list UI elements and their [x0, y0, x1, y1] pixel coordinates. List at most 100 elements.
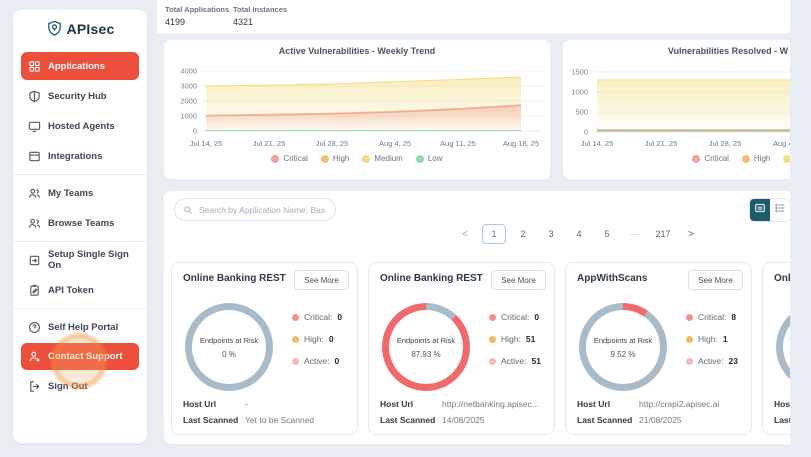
pagination-page-4[interactable]: 4 [576, 229, 582, 239]
users-icon [28, 217, 41, 230]
legend-high[interactable]: High [741, 154, 770, 163]
shield-icon [28, 90, 41, 103]
legend-medium[interactable]: Medium [783, 154, 790, 163]
donut-percent: 87.93 % [411, 349, 441, 359]
card-stat-critical: Critical: 0 [292, 310, 342, 324]
sidebar-item-setup-single-sign-on[interactable]: Setup Single Sign On [21, 246, 139, 274]
host-url-value: - [245, 399, 248, 409]
sidebar-footer-nav: Self Help Portal Contact Support Sign Out [13, 312, 147, 401]
chart-title: Active Vulnerabilities - Weekly Trend [278, 46, 436, 56]
pagination-prev[interactable]: < [462, 228, 468, 240]
svg-text:Aug 11, 25: Aug 11, 25 [440, 139, 476, 148]
critical-dot-icon [686, 313, 693, 321]
stat-total-applications: Total Applications 4199 [165, 5, 229, 27]
last-scanned-row: Last Scanned 14/08/2025 [380, 415, 485, 425]
card-view-button[interactable] [750, 199, 770, 221]
window-icon [28, 150, 41, 163]
sidebar-item-contact-support[interactable]: Contact Support [21, 343, 139, 370]
legend-label: High [332, 154, 350, 163]
card-stat-value: 8 [731, 312, 737, 322]
svg-text:Jul 28, 25: Jul 28, 25 [709, 139, 742, 148]
sidebar-item-label: My Teams [48, 187, 94, 199]
sidebar-item-applications[interactable]: Applications [21, 52, 139, 80]
application-name: Online Banking REST ... [380, 273, 485, 284]
sidebar-item-label: Sign Out [48, 380, 88, 392]
stat-value: 4321 [233, 17, 254, 27]
sidebar-item-sign-out[interactable]: Sign Out [21, 372, 139, 400]
application-name: Online Banking REST ... [183, 273, 288, 284]
see-more-button[interactable]: See More [294, 270, 349, 290]
sidebar-item-label: Security Hub [48, 90, 107, 102]
cardview-icon [754, 201, 766, 219]
application-card[interactable]: Online Banking REST ... See More Endpoin… [762, 262, 790, 435]
listview-icon [774, 201, 786, 219]
card-stats: Critical: 0 High: 51 Active: 51 [489, 310, 541, 368]
sidebar-item-my-teams[interactable]: My Teams [21, 179, 139, 207]
svg-text:1500: 1500 [571, 68, 588, 77]
pagination: <1 2 3 4 5 ⋯ 217 > [454, 224, 702, 244]
host-url-row: Host Url http://crapi2.apisec.ai [577, 399, 719, 409]
chart-card-vulnerabilities-resolved: 0 500 1000 1500 Jul 14, 25 Jul 21, 25 Jul 28, … [562, 39, 790, 180]
sidebar-item-integrations[interactable]: Integrations [21, 142, 139, 170]
card-stat-value: 23 [728, 356, 738, 366]
last-scanned-label: Last Scanned [774, 415, 790, 425]
monitor-icon [28, 120, 41, 133]
list-view-button[interactable] [770, 199, 790, 221]
pagination-page-5[interactable]: 5 [604, 229, 610, 239]
application-name: AppWithScans [577, 273, 648, 284]
card-stat-label: High: [698, 334, 718, 344]
clipboard-icon [28, 284, 41, 297]
sidebar-item-label: Browse Teams [48, 217, 115, 229]
card-stats: Critical: 0 High: 0 Active: 0 [292, 310, 342, 368]
sidebar-divider [13, 174, 147, 175]
stat-total-instances: Total Instances 4321 [233, 5, 287, 27]
host-url-value: http://crapi2.apisec.ai [639, 399, 720, 409]
svg-text:1000: 1000 [180, 112, 197, 121]
stat-label: Total Applications [165, 5, 230, 14]
application-card[interactable]: Online Banking REST ... See More Endpoin… [368, 262, 555, 435]
chart-title: Vulnerabilities Resolved - W [667, 46, 789, 56]
host-url-label: Host Url [774, 399, 790, 409]
application-card[interactable]: AppWithScans See More Endpoints at Risk … [565, 262, 752, 435]
see-more-button[interactable]: See More [491, 270, 546, 290]
last-scanned-label: Last Scanned [183, 415, 239, 425]
critical-dot-icon [489, 313, 496, 321]
card-stat-value: 51 [525, 334, 536, 344]
vulnerabilities-resolved-chart: 0 500 1000 1500 Jul 14, 25 Jul 21, 25 Jul 28, … [571, 68, 790, 148]
svg-text:1000: 1000 [571, 88, 588, 97]
sidebar-item-security-hub[interactable]: Security Hub [21, 82, 139, 110]
high-dot-icon [320, 154, 329, 163]
sidebar-item-label: Integrations [48, 150, 103, 162]
card-stat-value: 0 [334, 356, 340, 366]
legend-low[interactable]: Low [415, 154, 443, 163]
search-input[interactable] [197, 203, 327, 216]
legend-label: Critical [704, 154, 729, 163]
card-stat-active: Active: 51 [489, 354, 541, 368]
sidebar-item-browse-teams[interactable]: Browse Teams [21, 209, 139, 237]
svg-text:Aug 4, 25: Aug 4, 25 [773, 139, 790, 148]
last-scanned-row: Last Scanned Yet to be Scanned [183, 415, 314, 425]
pagination-page-2[interactable]: 2 [520, 229, 526, 239]
pagination-next[interactable]: > [688, 228, 694, 240]
legend-critical[interactable]: Critical [692, 154, 729, 163]
donut-percent: 9.52 % [610, 349, 636, 359]
pagination-page-217[interactable]: 217 [655, 229, 671, 239]
legend-medium[interactable]: Medium [362, 154, 403, 163]
pagination-page-3[interactable]: 3 [548, 229, 554, 239]
legend-critical[interactable]: Critical [271, 154, 308, 163]
donut-label: Endpoints at Risk [199, 335, 259, 345]
svg-text:Jul 14, 25: Jul 14, 25 [190, 139, 223, 148]
sidebar-item-hosted-agents[interactable]: Hosted Agents [21, 112, 139, 140]
legend-high[interactable]: High [320, 154, 350, 163]
pagination-page-1[interactable]: 1 [482, 224, 506, 244]
application-card[interactable]: Online Banking REST ... See More Endpoin… [171, 262, 358, 435]
card-stat-label: High: [304, 334, 324, 344]
medium-dot-icon [362, 154, 371, 163]
host-url-label: Host Url [577, 399, 611, 409]
critical-dot-icon [271, 154, 280, 163]
see-more-button[interactable]: See More [688, 270, 743, 290]
sidebar-item-api-token[interactable]: API Token [21, 276, 139, 304]
sidebar-item-self-help-portal[interactable]: Self Help Portal [21, 313, 139, 341]
card-stat-label: Critical: [698, 312, 727, 322]
card-stat-value: 0 [337, 312, 343, 322]
